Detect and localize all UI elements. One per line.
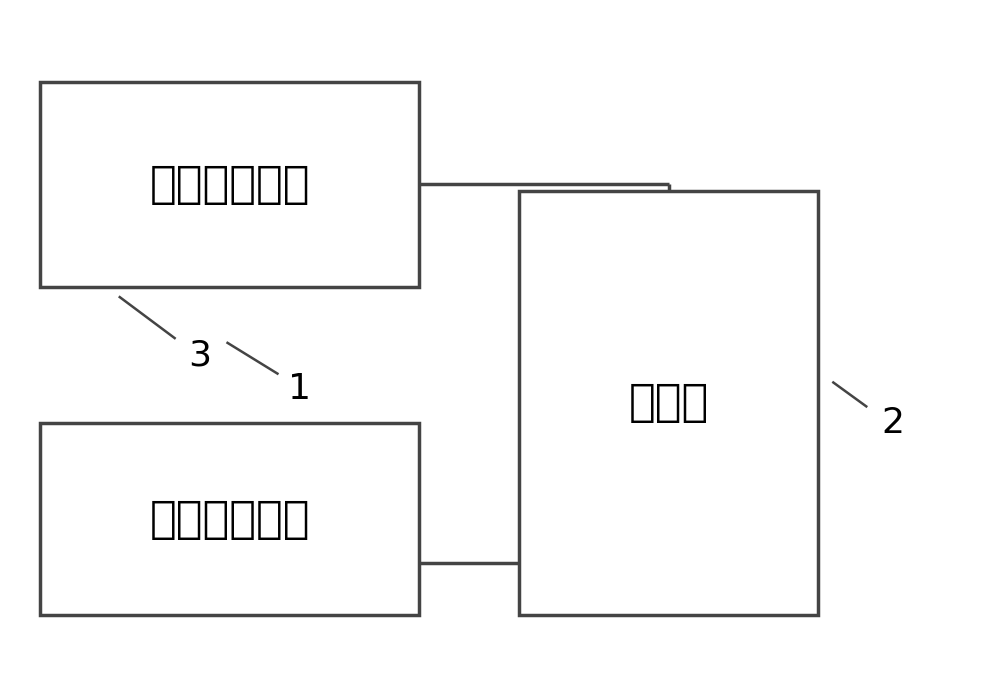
Text: 3: 3	[188, 338, 212, 372]
Bar	[40, 423, 419, 615]
Text: 1: 1	[287, 372, 311, 406]
Text: 2: 2	[881, 406, 905, 441]
Text: 单片机: 单片机	[629, 382, 709, 424]
Bar	[519, 191, 818, 615]
Text: 开关稳压芯片: 开关稳压芯片	[150, 163, 309, 206]
Text: 阵列编码模块: 阵列编码模块	[150, 498, 309, 540]
Bar	[40, 82, 419, 287]
